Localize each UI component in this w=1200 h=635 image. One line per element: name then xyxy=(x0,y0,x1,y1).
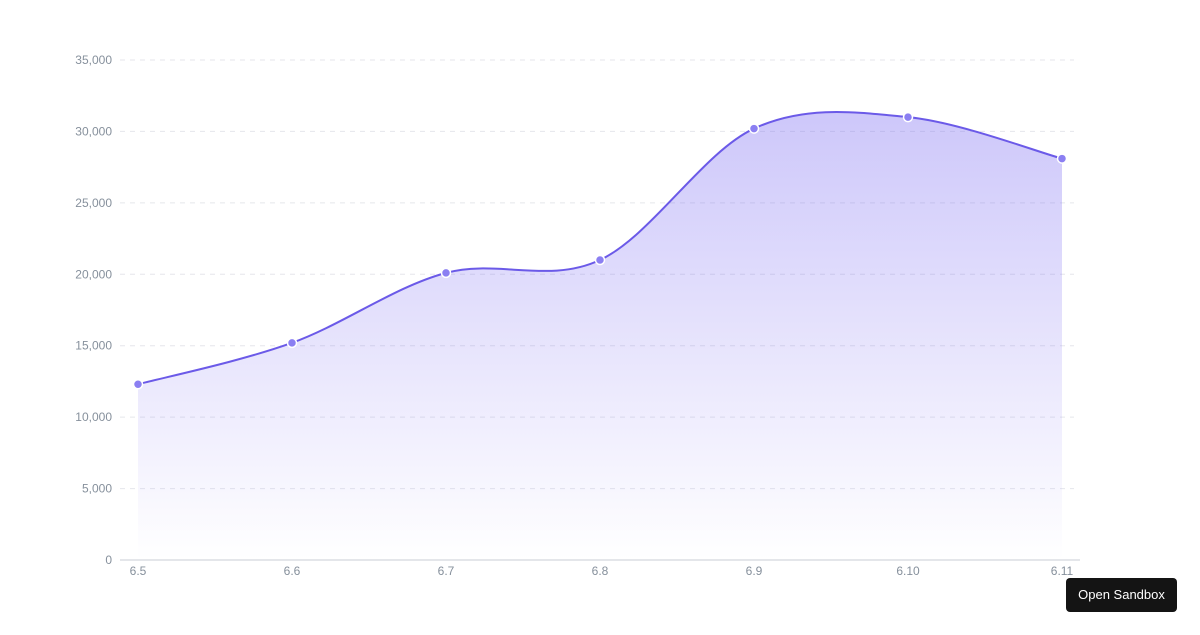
area-fill xyxy=(138,111,1062,560)
area-fill-path xyxy=(138,111,1062,560)
x-axis: 6.5 6.6 6.7 6.8 6.9 6.10 6.11 xyxy=(120,559,1080,578)
y-tick-label: 35,000 xyxy=(75,53,112,67)
open-sandbox-button[interactable]: Open Sandbox xyxy=(1066,578,1177,612)
data-point[interactable] xyxy=(902,111,914,123)
y-tick-label: 5,000 xyxy=(82,482,112,496)
data-point[interactable] xyxy=(594,254,606,266)
y-tick-label: 15,000 xyxy=(75,339,112,353)
x-tick-label: 6.9 xyxy=(746,564,763,578)
data-point[interactable] xyxy=(1056,153,1068,164)
x-tick-label: 6.7 xyxy=(438,564,455,578)
y-axis: 0 5,000 10,000 15,000 20,000 25,000 30,000 35,0… xyxy=(75,53,112,567)
data-point[interactable] xyxy=(748,123,760,134)
y-tick-label: 30,000 xyxy=(75,124,112,138)
x-tick-label: 6.10 xyxy=(896,564,920,578)
data-point[interactable] xyxy=(286,337,298,349)
x-tick-label: 6.11 xyxy=(1051,564,1074,578)
series-points xyxy=(132,111,1068,390)
y-tick-label: 0 xyxy=(105,553,112,567)
y-tick-label: 10,000 xyxy=(75,410,112,424)
y-tick-label: 25,000 xyxy=(75,196,112,210)
x-tick-label: 6.8 xyxy=(592,564,609,578)
x-tick-label: 6.5 xyxy=(130,564,147,578)
x-tick-label: 6.6 xyxy=(284,564,301,578)
data-point[interactable] xyxy=(440,267,452,279)
y-tick-label: 20,000 xyxy=(75,267,112,281)
data-point[interactable] xyxy=(132,379,144,390)
